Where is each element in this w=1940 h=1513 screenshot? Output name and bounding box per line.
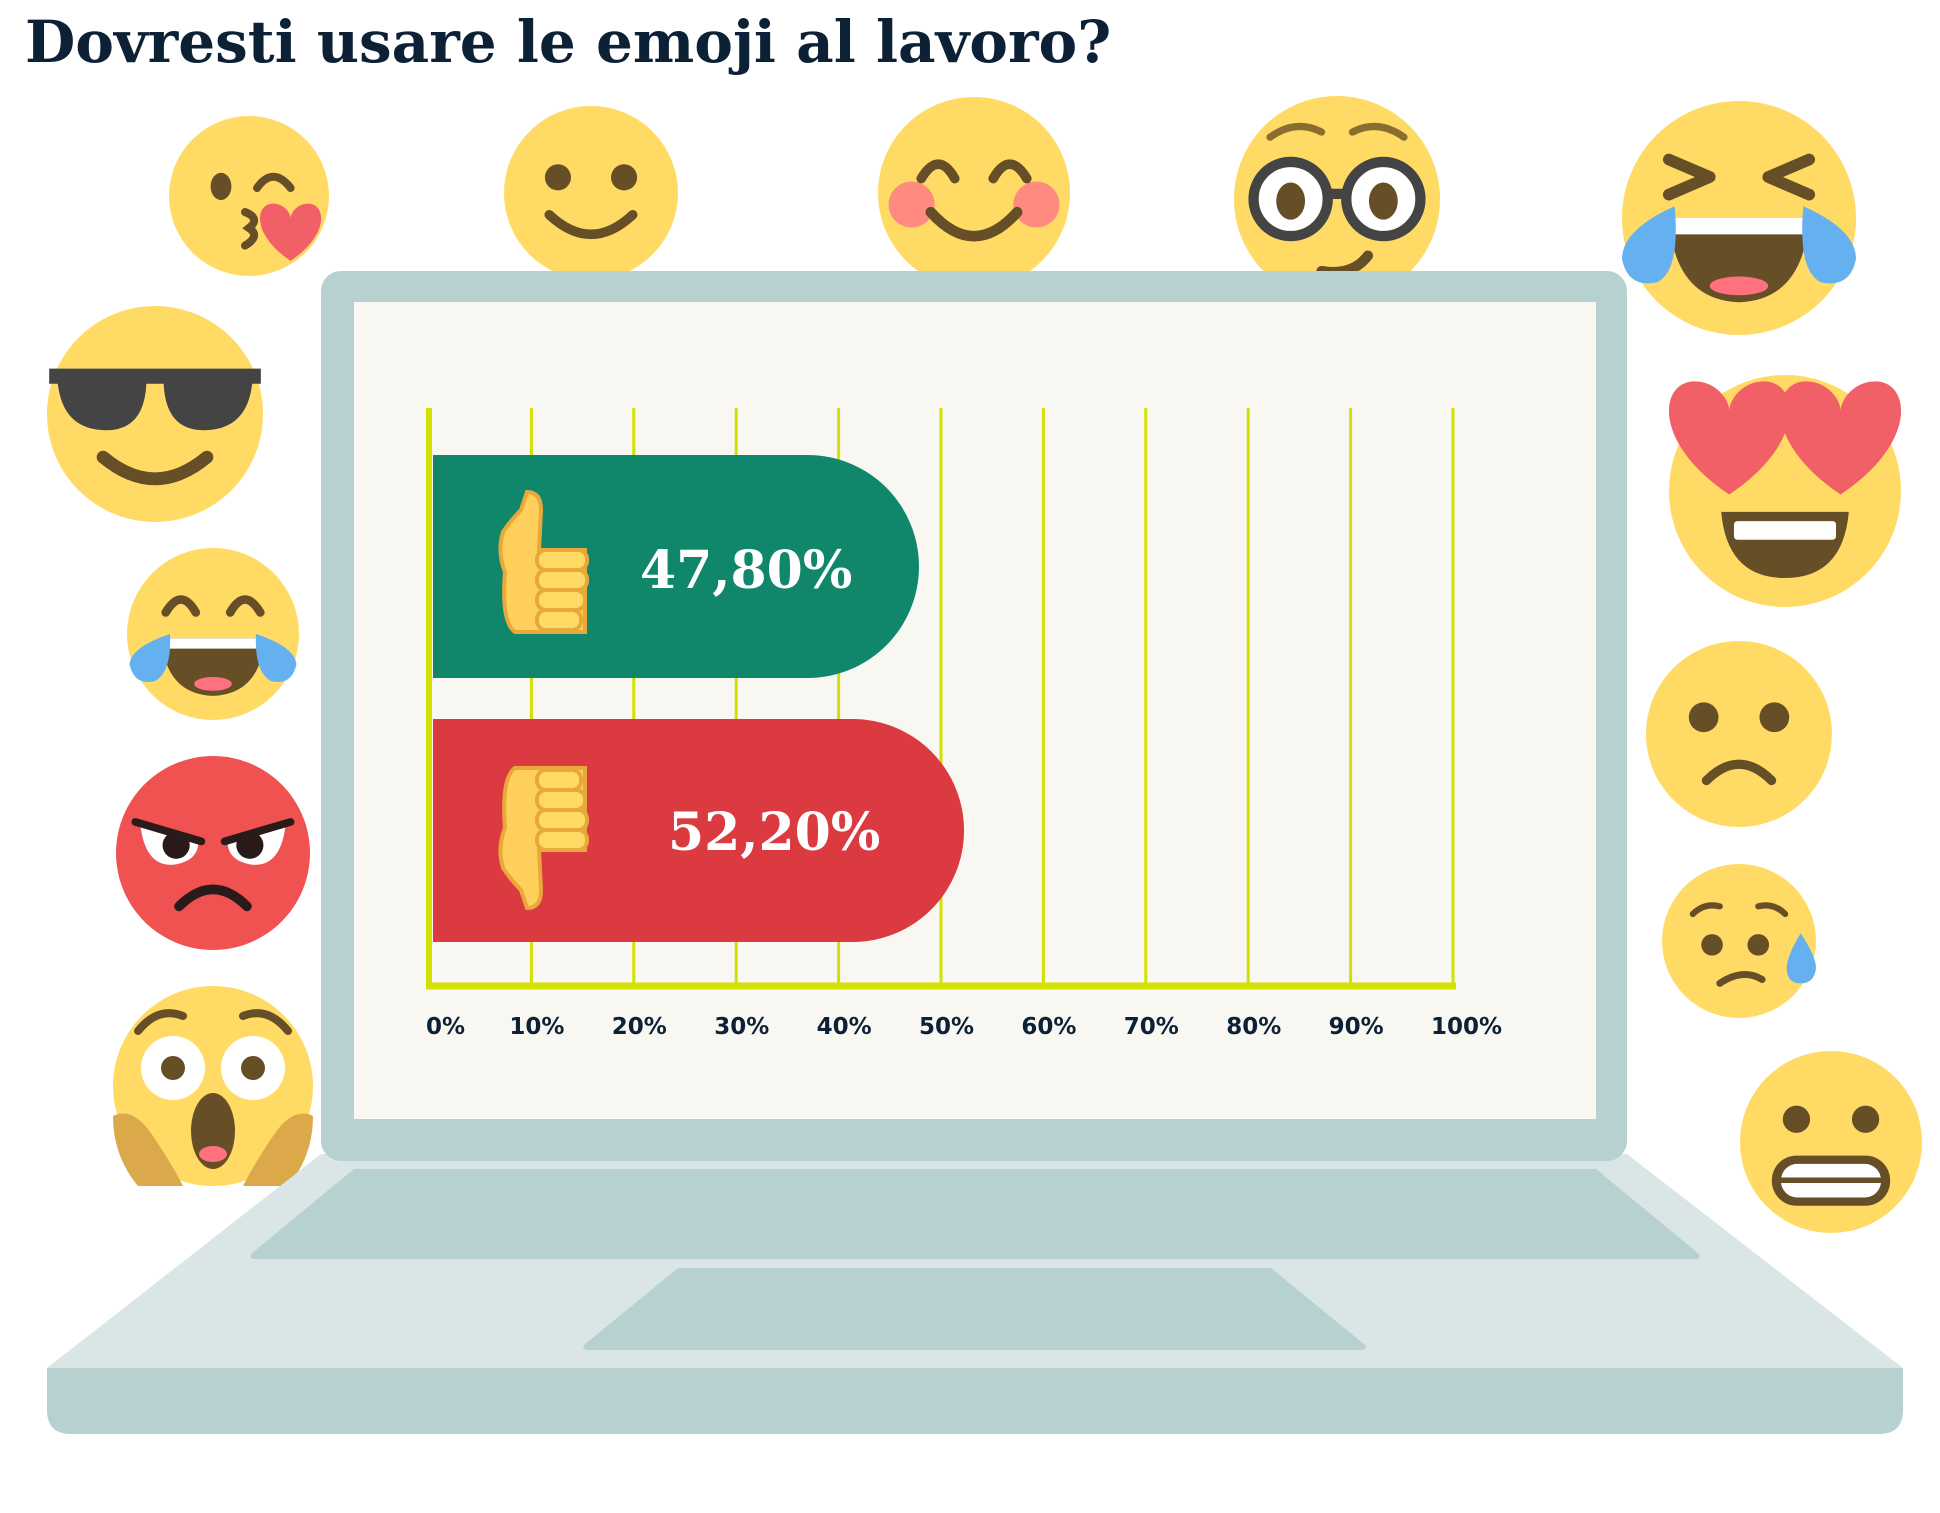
x-tick-labels: 0% 10% 20% 30% 40% 50% 60% 70% 80% 90% 100%: [426, 1014, 1502, 1040]
value-label-yes: 47,80%: [640, 540, 852, 601]
x-tick-label: 80%: [1226, 1014, 1281, 1040]
thumbs-up-icon: [498, 489, 589, 634]
emoji-angry: [116, 756, 310, 950]
page-title: Dovresti usare le emoji al lavoro?: [25, 8, 1111, 76]
emoji-sad-sweat: [1662, 864, 1816, 1018]
emoji-laughing-tears: [1622, 100, 1856, 335]
x-tick-label: 50%: [919, 1014, 974, 1040]
emoji-laughing-tears-small: [127, 548, 299, 720]
x-tick-label: 70%: [1124, 1014, 1179, 1040]
emoji-kissing-heart: [169, 116, 329, 276]
x-tick-label: 0%: [426, 1014, 465, 1040]
emoji-nerd-glasses: [1234, 96, 1440, 302]
value-label-no: 52,20%: [668, 802, 880, 863]
emoji-blushing: [878, 97, 1070, 289]
laptop-base: [47, 1368, 1903, 1434]
x-tick-label: 30%: [714, 1014, 769, 1040]
trackpad: [583, 1268, 1366, 1350]
x-tick-label: 90%: [1329, 1014, 1384, 1040]
x-tick-label: 10%: [509, 1014, 564, 1040]
x-tick-label: 40%: [817, 1014, 872, 1040]
laptop: [47, 271, 1903, 1434]
emoji-grimacing: [1740, 1051, 1922, 1233]
x-tick-label: 100%: [1431, 1014, 1502, 1040]
bar-chart: 0% 10% 20% 30% 40% 50% 60% 70% 80% 90% 100% 47,80%…: [426, 408, 1502, 1040]
thumbs-down-icon: [498, 766, 589, 911]
emoji-sunglasses: [46, 306, 263, 522]
keyboard-area: [250, 1169, 1700, 1259]
emoji-screaming: [113, 986, 313, 1186]
emoji-frowning: [1646, 641, 1832, 827]
laptop-screen: [354, 302, 1596, 1119]
emoji-smiling: [504, 106, 678, 280]
x-tick-label: 20%: [612, 1014, 667, 1040]
x-tick-label: 60%: [1021, 1014, 1076, 1040]
emoji-heart-eyes: [1668, 375, 1902, 607]
